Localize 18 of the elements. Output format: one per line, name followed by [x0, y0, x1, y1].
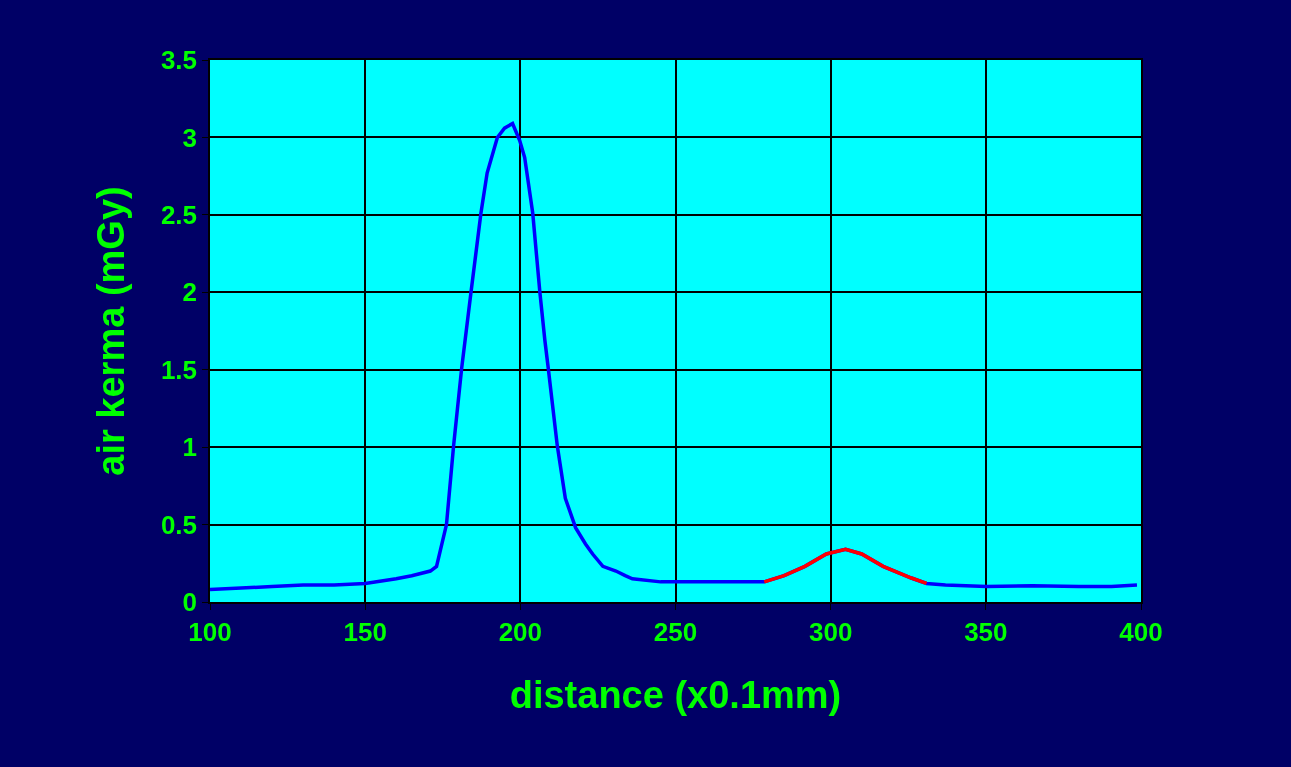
x-tick-label: 200: [498, 616, 543, 647]
y-tick-label: 3: [182, 122, 198, 153]
y-tick-label: 2: [182, 277, 198, 308]
y-tick-label: 3.5: [160, 45, 198, 76]
x-tick-label: 250: [653, 616, 698, 647]
y-tick-label: 1.5: [160, 354, 198, 385]
y-tick-label: 0: [182, 587, 198, 618]
y-axis-title: air kerma (mGy): [89, 186, 132, 476]
y-tick-label: 1: [182, 432, 198, 463]
y-tick-label: 2.5: [160, 199, 198, 230]
x-axis-title: distance (x0.1mm): [509, 673, 842, 716]
x-tick-label: 350: [964, 616, 1008, 647]
x-tick-label: 400: [1119, 616, 1163, 647]
x-tick-label: 300: [808, 616, 853, 647]
x-tick-label: 100: [188, 616, 232, 647]
line-series: [762, 547, 929, 586]
y-tick-label: 0.5: [160, 509, 198, 540]
x-tick-label: 150: [343, 616, 387, 647]
